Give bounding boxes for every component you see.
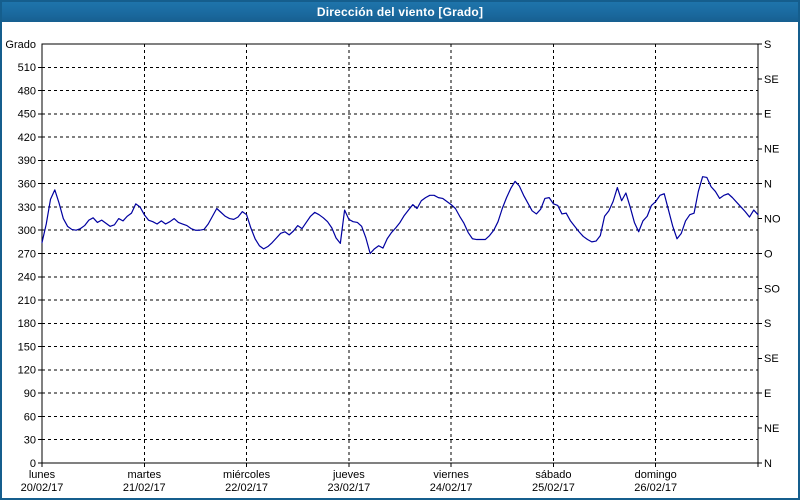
x-day-date: 20/02/17 [21, 482, 64, 494]
x-day-name: miércoles [223, 469, 271, 481]
y-left-tick-label: 480 [18, 85, 36, 97]
x-day-name: lunes [29, 469, 56, 481]
y-left-tick-label: 0 [30, 458, 36, 470]
x-day-name: viernes [433, 469, 469, 481]
y-right-tick-label: SO [764, 283, 780, 295]
data-series [41, 176, 759, 255]
x-day-name: sábado [535, 469, 571, 481]
x-day-date: 23/02/17 [327, 482, 370, 494]
x-day-name: jueves [332, 469, 365, 481]
x-day-date: 21/02/17 [123, 482, 166, 494]
x-day-date: 24/02/17 [430, 482, 473, 494]
y-right-tick-label: NE [764, 144, 779, 156]
y-left-tick-label: 90 [24, 388, 36, 400]
y-left-tick-label: 120 [18, 365, 36, 377]
y-left-tick-label: 300 [18, 225, 36, 237]
chart-title: Dirección del viento [Grado] [316, 5, 484, 19]
y-right-tick-label: N [764, 179, 772, 191]
y-left-tick-label: 270 [18, 248, 36, 260]
y-axis-right-labels: N NE E SE S SO O NO N NE E SE S [758, 39, 781, 470]
y-right-tick-label: NE [764, 423, 779, 435]
y-left-tick-label: 390 [18, 155, 36, 167]
chart-area: 0 30 60 90 120 150 180 210 240 270 300 330 360 390 420… [2, 22, 798, 498]
y-left-tick-label: 450 [18, 109, 36, 121]
x-day-date: 26/02/17 [634, 482, 677, 494]
y-right-tick-label: SE [764, 353, 779, 365]
y-left-tick-label: 150 [18, 341, 36, 353]
y-axis-left-title-group: Grado [5, 39, 36, 51]
y-left-tick-label: 360 [18, 179, 36, 191]
y-right-tick-label: E [764, 388, 771, 400]
x-day-name: domingo [635, 469, 677, 481]
chart-svg: 0 30 60 90 120 150 180 210 240 270 300 330 360 390 420… [5, 39, 781, 494]
chart-title-bar: Dirección del viento [Grado] [2, 2, 798, 22]
x-day-name: martes [127, 469, 161, 481]
x-day-date: 22/02/17 [225, 482, 268, 494]
y-right-tick-label: SE [764, 74, 779, 86]
vertical-gridlines [143, 44, 657, 463]
y-left-tick-label: 240 [18, 272, 36, 284]
y-axis-left-labels: 0 30 60 90 120 150 180 210 240 270 300 330 360 390 420… [18, 62, 42, 470]
y-right-tick-label: S [764, 318, 771, 330]
y-axis-left-title: Grado [5, 39, 36, 51]
y-left-tick-label: 60 [24, 411, 36, 423]
y-right-tick-label: S [764, 39, 771, 51]
horizontal-gridlines [42, 66, 758, 441]
y-right-tick-label: N [764, 458, 772, 470]
y-left-tick-label: 180 [18, 318, 36, 330]
y-right-tick-label: NO [764, 213, 781, 225]
x-day-date: 25/02/17 [532, 482, 575, 494]
y-left-tick-label: 330 [18, 202, 36, 214]
y-left-tick-label: 510 [18, 62, 36, 74]
wind-direction-line [41, 176, 759, 255]
y-left-tick-label: 210 [18, 295, 36, 307]
y-left-tick-label: 420 [18, 132, 36, 144]
y-left-tick-label: 30 [24, 435, 36, 447]
y-right-tick-label: E [764, 109, 771, 121]
y-right-tick-label: O [764, 248, 773, 260]
